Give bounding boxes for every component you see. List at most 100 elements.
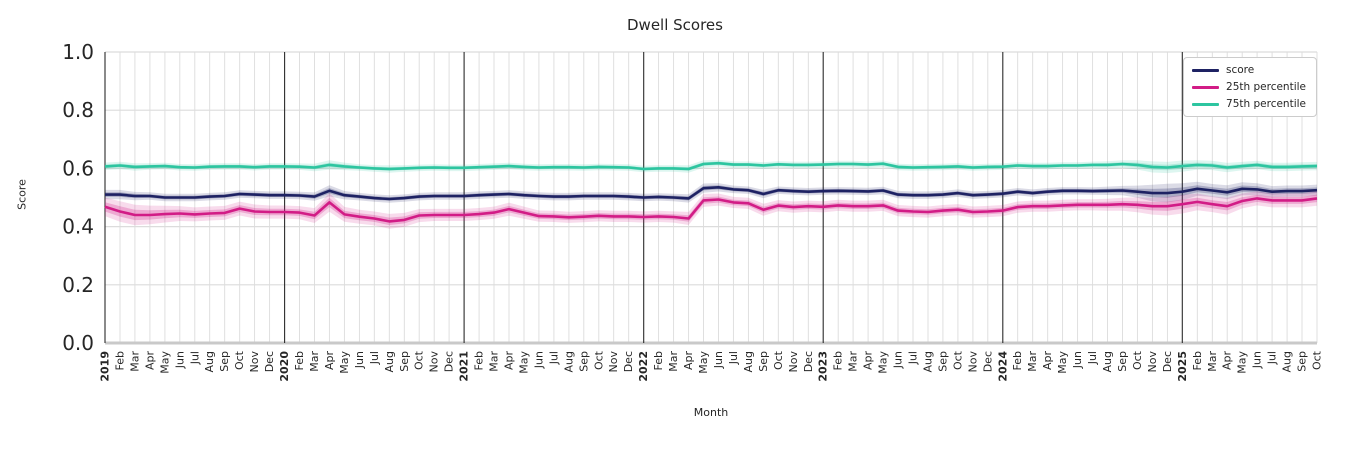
x-tick-label: Apr (682, 351, 695, 371)
score-line-swatch (1192, 68, 1220, 72)
legend-item-75th-percentile: 75th percentile (1192, 97, 1306, 111)
x-tick-label: Feb (832, 351, 845, 370)
x-tick-label: Nov (248, 351, 261, 373)
x-tick-label: Apr (862, 351, 875, 371)
x-tick-label: Aug (1101, 351, 1114, 372)
x-tick-label: May (158, 351, 171, 374)
x-tick-label: Nov (428, 351, 441, 373)
x-tick-label: Nov (787, 351, 800, 373)
x-tick-label: 2021 (458, 351, 471, 382)
x-tick-label: Jul (727, 351, 740, 365)
x-tick-label: 2019 (99, 351, 112, 382)
x-tick-label: Sep (936, 351, 949, 372)
x-tick-label: Mar (308, 351, 321, 372)
x-tick-label: May (877, 351, 890, 374)
x-tick-label: Mar (1206, 351, 1219, 372)
y-tick-label: 0.6 (62, 156, 94, 180)
legend-item-score: score (1192, 63, 1306, 77)
x-tick-label: Jun (1251, 351, 1264, 369)
x-tick-label: Oct (1131, 350, 1144, 370)
x-tick-label: Feb (114, 351, 127, 370)
y-tick-label: 0.8 (62, 98, 94, 122)
x-tick-label: Oct (951, 350, 964, 370)
x-tick-label: Nov (607, 351, 620, 373)
x-tick-label: Feb (473, 351, 486, 370)
x-tick-label: 2025 (1176, 351, 1189, 382)
x-tick-label: 2023 (817, 351, 830, 382)
x-tick-label: Mar (128, 351, 141, 372)
x-tick-label: Apr (323, 351, 336, 371)
p75-line-swatch (1192, 102, 1220, 106)
x-tick-label: 2020 (278, 351, 291, 382)
x-tick-label: Jun (892, 351, 905, 369)
x-tick-label: Aug (203, 351, 216, 372)
x-tick-label: Jul (907, 351, 920, 365)
x-tick-label: Dec (263, 351, 276, 372)
legend-label: score (1226, 64, 1255, 76)
x-tick-label: Jul (547, 351, 560, 365)
x-tick-label: Jun (532, 351, 545, 369)
x-tick-label: Mar (488, 351, 501, 372)
y-tick-label: 0.0 (62, 331, 94, 355)
x-tick-label: Jul (1086, 351, 1099, 365)
x-tick-label: Jul (188, 351, 201, 365)
x-tick-label: Dec (802, 351, 815, 372)
x-tick-label: May (518, 351, 531, 374)
x-tick-label: Jun (173, 351, 186, 369)
x-tick-label: Jul (1266, 351, 1279, 365)
x-tick-label: Feb (1011, 351, 1024, 370)
x-tick-label: Feb (652, 351, 665, 370)
x-tick-label: Oct (772, 350, 785, 370)
x-tick-label: May (1056, 351, 1069, 374)
legend: score 25th percentile 75th percentile (1183, 57, 1317, 117)
x-tick-label: Sep (577, 351, 590, 372)
x-tick-label: Oct (413, 350, 426, 370)
series-line-75th-percentile (104, 161, 1318, 171)
x-tick-label: Sep (398, 351, 411, 372)
x-tick-label: Apr (503, 351, 516, 371)
y-tick-label: 0.2 (62, 273, 94, 297)
x-tick-label: Aug (562, 351, 575, 372)
x-tick-label: Mar (1026, 351, 1039, 372)
legend-item-25th-percentile: 25th percentile (1192, 80, 1306, 94)
x-tick-label: Feb (1191, 351, 1204, 370)
x-tick-label: Apr (143, 351, 156, 371)
x-tick-label: Jul (368, 351, 381, 365)
x-tick-label: Jun (1071, 351, 1084, 369)
x-tick-label: Aug (1281, 351, 1294, 372)
y-tick-label: 1.0 (62, 40, 94, 64)
x-tick-label: Sep (1296, 351, 1309, 372)
x-tick-label: Jun (712, 351, 725, 369)
x-tick-label: Mar (667, 351, 680, 372)
x-tick-label: Apr (1221, 351, 1234, 371)
x-tick-label: Jun (353, 351, 366, 369)
y-tick-label: 0.4 (62, 215, 94, 239)
x-tick-label: Aug (742, 351, 755, 372)
chart-title: Dwell Scores (627, 16, 723, 34)
x-tick-label: Nov (1146, 351, 1159, 373)
x-tick-label: Sep (757, 351, 770, 372)
x-tick-label: Nov (966, 351, 979, 373)
series-line-score (105, 186, 1318, 201)
legend-label: 75th percentile (1226, 98, 1306, 110)
series-line-25th-percentile (104, 197, 1318, 223)
x-tick-label: Dec (1161, 351, 1174, 372)
legend-label: 25th percentile (1226, 81, 1306, 93)
x-tick-label: Oct (592, 350, 605, 370)
x-tick-label: Aug (383, 351, 396, 372)
x-tick-label: May (1236, 351, 1249, 374)
x-tick-label: May (338, 351, 351, 374)
x-tick-label: Oct (233, 350, 246, 370)
p25-line-swatch (1192, 85, 1220, 89)
x-tick-label: Oct (1311, 350, 1324, 370)
x-tick-label: Sep (218, 351, 231, 372)
x-tick-label: Dec (981, 351, 994, 372)
x-tick-label: Apr (1041, 351, 1054, 371)
x-tick-label: Mar (847, 351, 860, 372)
x-tick-label: 2022 (637, 351, 650, 382)
x-axis-label: Month (693, 406, 729, 419)
x-tick-label: Feb (293, 351, 306, 370)
x-tick-label: Sep (1116, 351, 1129, 372)
